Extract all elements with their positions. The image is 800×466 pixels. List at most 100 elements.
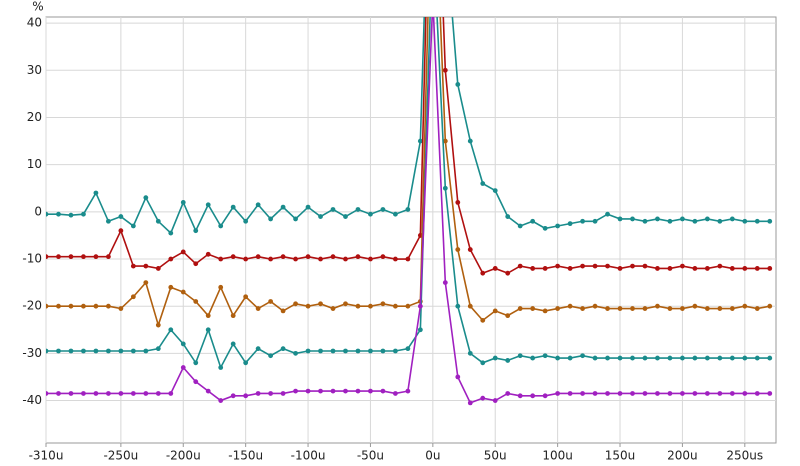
data-point [455,374,461,380]
data-point [218,284,224,290]
data-point [767,266,773,271]
data-point [505,270,511,276]
x-tick-label: 200u [667,449,698,463]
data-point [368,211,373,217]
data-point [118,306,124,311]
data-point [542,266,548,271]
data-point [717,263,723,269]
data-point [68,254,74,260]
data-point [754,306,760,311]
data-point [180,365,186,370]
data-point [46,391,49,396]
data-point [180,249,186,255]
data-point [168,327,174,333]
data-point [717,391,723,396]
data-point [655,355,660,361]
data-point [630,306,635,311]
data-point [218,256,224,262]
data-point [704,355,710,361]
y-tick-label: 0 [34,204,42,218]
data-point [729,306,735,311]
x-tick-label: 150u [605,449,636,463]
y-tick-label: 30 [27,63,42,77]
x-tick-label: -250u [103,449,138,463]
x-tick-label: 250us [726,449,763,463]
data-point [555,223,561,229]
data-point [243,218,249,224]
data-point [642,263,648,269]
x-tick-label: -50u [357,449,384,463]
data-point [617,216,623,222]
data-point [405,388,411,394]
data-point [330,348,336,354]
y-tick-label: -40 [22,393,42,407]
data-point [205,327,211,333]
x-tick-label: 50u [484,449,507,463]
data-point [268,216,274,222]
data-point [655,303,660,309]
data-point [118,228,124,234]
data-point [592,355,598,361]
data-point [742,355,748,361]
data-point [218,398,224,403]
data-point [393,348,398,354]
data-point [655,391,660,396]
data-point [754,266,760,271]
data-point [692,303,698,309]
data-point [517,263,523,269]
data-point [567,266,573,271]
data-point [455,247,461,252]
data-point [580,218,585,224]
data-point [567,303,573,309]
data-point [505,313,511,319]
data-point [492,398,498,403]
data-point [355,207,361,212]
data-point [467,303,473,309]
data-point [56,211,61,217]
data-point [93,254,99,260]
data-point [480,270,486,276]
data-point [168,230,174,236]
data-point [368,256,373,262]
data-point [455,82,461,87]
data-point [729,391,735,396]
data-point [530,306,536,311]
data-point [742,391,748,396]
data-point [667,218,673,224]
data-point [330,254,336,260]
data-point [305,204,311,210]
data-point [105,303,111,309]
data-point [505,358,511,363]
data-point [193,261,199,267]
data-point [630,263,635,269]
data-point [767,218,773,224]
data-point [467,138,473,144]
data-point [105,391,111,396]
y-tick-label: -30 [22,346,42,360]
data-point [580,391,585,396]
data-point [46,211,49,217]
data-point [542,308,548,314]
data-point [617,391,623,396]
data-point [205,202,211,208]
data-point [729,216,735,222]
data-point [93,190,99,196]
data-point [343,214,348,219]
data-point [130,391,136,396]
data-point [268,256,274,262]
data-point [343,388,348,394]
data-point [692,391,698,396]
data-point [293,256,298,262]
x-tick-label: -150u [228,449,263,463]
data-point [355,254,361,260]
data-point [118,348,124,354]
data-point [168,391,174,396]
data-point [218,223,224,229]
data-point [530,355,536,361]
data-point [455,303,461,309]
data-point [642,306,648,311]
data-point [680,391,685,396]
data-point [704,216,710,222]
data-point [268,391,274,396]
